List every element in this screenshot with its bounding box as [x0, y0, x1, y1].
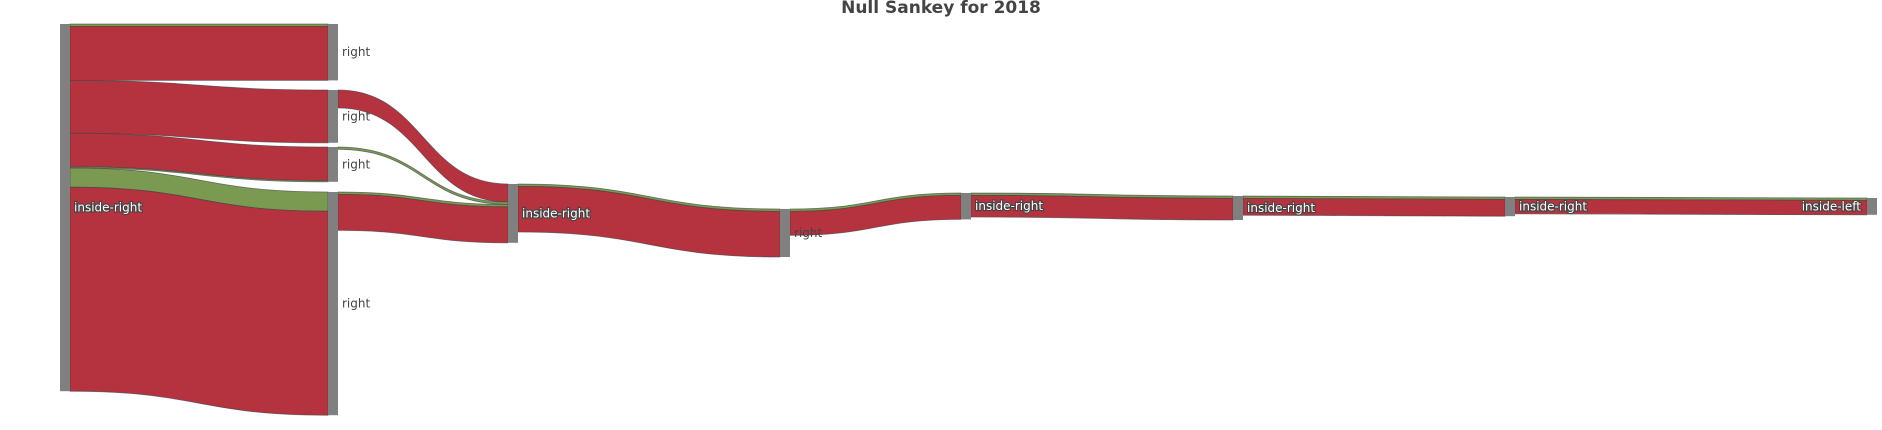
node-label-introduced: inside-right [74, 201, 142, 215]
node-label-signed: inside-right [1519, 200, 1587, 214]
node-label-committee2: right [794, 226, 822, 240]
node-delivered[interactable] [1233, 196, 1243, 220]
node-label-floor1: inside-right [522, 206, 590, 220]
node-label-s-eh: right [342, 157, 370, 171]
links [69, 23, 1868, 416]
chart-title: Null Sankey for 2018 [841, 0, 1041, 18]
node-law[interactable] [1867, 198, 1877, 215]
node-h-cj[interactable] [328, 24, 338, 81]
nodes: inside-right right right right right inside-r… [60, 24, 1877, 416]
node-s-eh[interactable] [328, 147, 338, 182]
node-introduced[interactable] [60, 24, 70, 392]
node-floor2[interactable] [961, 193, 971, 220]
node-label-h-cj: right [342, 45, 370, 59]
link-s-cj-to-floor1-no[interactable] [337, 89, 509, 203]
link-introduced-to-h-cj-no[interactable] [69, 25, 329, 81]
link-introduced-to-other-no[interactable] [69, 186, 329, 416]
node-label-other: right [342, 297, 370, 311]
node-other[interactable] [328, 192, 338, 416]
node-s-cj[interactable] [328, 90, 338, 143]
node-label-delivered: inside-right [1247, 201, 1315, 215]
node-label-floor2: inside-right [975, 199, 1043, 213]
node-floor1[interactable] [508, 184, 518, 243]
node-label-s-cj: right [342, 109, 370, 123]
node-label-law: inside-left [1802, 199, 1862, 213]
node-committee2[interactable] [780, 209, 790, 257]
node-signed[interactable] [1505, 197, 1515, 217]
